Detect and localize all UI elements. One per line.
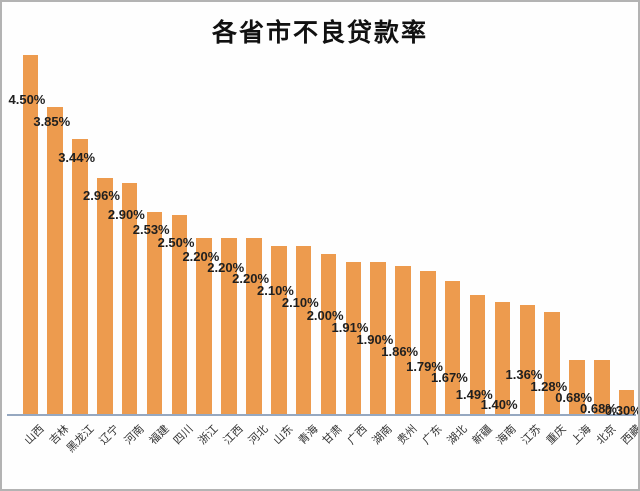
value-label: 1.79% [406,359,443,374]
bar [494,302,511,414]
value-label: 1.91% [331,320,369,335]
bar [47,106,63,414]
chart-title: 各省市不良贷款率 [211,19,428,47]
bar [295,246,312,414]
bar [594,359,610,414]
value-label: 2.10% [281,295,319,310]
x-axis-line [7,414,636,416]
bar [121,182,138,414]
value-label: 1.36% [505,367,543,382]
bar [544,311,560,414]
bar [444,280,461,414]
bar [22,54,38,414]
value-label: 1.40% [480,397,518,412]
value-label: 2.20% [207,260,245,275]
bar [395,265,411,414]
value-label: 2.20% [182,249,220,264]
bar [320,254,337,414]
bar [72,139,88,414]
value-label: 2.53% [132,222,170,237]
bar [271,246,287,414]
bar [420,271,436,414]
value-label: 2.50% [157,235,195,250]
value-label: 1.67% [430,370,468,385]
value-label: 3.85% [33,114,71,129]
value-label: 2.00% [306,308,344,323]
bar [569,359,585,414]
bar [345,261,362,414]
value-label: 1.28% [530,379,568,394]
value-label: 2.96% [83,188,120,203]
bar [469,295,486,414]
value-label: 1.86% [381,344,419,359]
bar [519,305,535,414]
bar [246,238,262,414]
bar [146,212,163,414]
value-label: 1.90% [356,332,394,347]
value-label: 2.90% [107,207,145,222]
value-label: 0.68% [555,390,593,405]
value-label: 4.50% [8,92,46,107]
value-label: 0.30% [604,403,640,418]
value-label: 2.10% [257,283,294,298]
value-label: 2.20% [232,271,270,286]
bar [196,238,212,414]
bar [97,177,113,414]
bar [618,390,635,414]
bar [171,214,188,414]
bar [370,262,386,414]
value-label: 3.44% [58,150,96,165]
value-label: 1.49% [455,387,493,402]
bar [221,238,237,414]
value-label: 0.68% [580,401,617,416]
